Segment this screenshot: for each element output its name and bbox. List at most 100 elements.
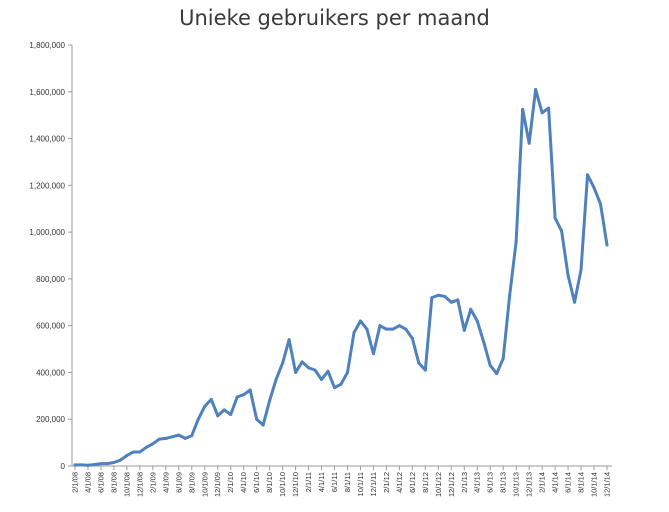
x-tick-label: 6/1/12 [408, 472, 417, 493]
x-tick-label: 8/1/13 [499, 472, 508, 493]
x-tick-label: 2/1/12 [382, 472, 391, 493]
data-point [203, 404, 207, 408]
data-point [553, 216, 557, 220]
x-tick-label: 10/1/14 [590, 472, 599, 497]
data-point [73, 463, 77, 467]
x-tick-label: 4/1/09 [161, 472, 170, 493]
y-tick-label: 400,000 [36, 368, 65, 377]
y-tick-label: 1,200,000 [29, 181, 65, 190]
data-point [294, 370, 298, 374]
data-point [586, 173, 590, 177]
data-point [436, 293, 440, 297]
x-tick-label: 12/1/14 [603, 472, 612, 497]
data-point [242, 393, 246, 397]
data-point [326, 369, 330, 373]
data-point [144, 445, 148, 449]
data-point [540, 111, 544, 115]
data-point [449, 300, 453, 304]
data-point [462, 328, 466, 332]
x-tick-label: 10/1/11 [356, 472, 365, 496]
data-point [521, 107, 525, 111]
data-point [281, 361, 285, 365]
data-point [255, 417, 259, 421]
data-point [287, 338, 291, 342]
x-tick-label: 10/1/08 [122, 472, 131, 497]
data-point [430, 296, 434, 300]
x-tick-label: 8/1/12 [421, 472, 430, 493]
data-point [300, 360, 304, 364]
x-tick-label: 2/1/10 [226, 472, 235, 493]
data-point [501, 356, 505, 360]
data-point [99, 462, 103, 466]
data-point [560, 229, 564, 233]
data-point [566, 273, 570, 277]
data-point [469, 307, 473, 311]
x-tick-label: 2/1/08 [71, 472, 80, 493]
chart-title: Unieke gebruikers per maand [179, 6, 490, 30]
data-point [79, 463, 83, 467]
y-tick-label: 1,400,000 [29, 135, 65, 144]
data-point [151, 442, 155, 446]
data-point [365, 327, 369, 331]
data-point [488, 363, 492, 367]
x-tick-label: 8/1/11 [343, 472, 352, 492]
x-tick-label: 4/1/10 [239, 472, 248, 493]
data-point [579, 268, 583, 272]
data-point [170, 435, 174, 439]
data-point [378, 324, 382, 328]
data-point [222, 408, 226, 412]
data-point [131, 450, 135, 454]
data-point [352, 331, 356, 335]
data-point [423, 368, 427, 372]
y-tick-label: 800,000 [36, 275, 65, 284]
data-point [235, 395, 239, 399]
data-point [443, 294, 447, 298]
y-tick-label: 1,000,000 [29, 228, 65, 237]
x-tick-label: 2/1/13 [460, 472, 469, 493]
data-point [125, 453, 129, 457]
x-tick-label: 8/1/10 [265, 472, 274, 493]
data-point [404, 327, 408, 331]
data-point [592, 186, 596, 190]
x-tick-label: 10/1/09 [200, 472, 209, 497]
data-point [573, 300, 577, 304]
data-point [358, 319, 362, 323]
x-tick-label: 10/1/10 [278, 472, 287, 497]
data-point [86, 463, 90, 467]
data-point [417, 361, 421, 365]
series-group [73, 87, 609, 467]
x-tick-label: 8/1/14 [577, 472, 586, 493]
x-tick-label: 8/1/08 [109, 472, 118, 493]
data-point [105, 462, 109, 466]
data-point [456, 298, 460, 302]
data-point [534, 87, 538, 91]
data-point [307, 366, 311, 370]
x-tick-label: 6/1/11 [330, 472, 339, 492]
y-tick-label: 1,800,000 [29, 41, 65, 50]
data-point [508, 293, 512, 297]
data-point [268, 399, 272, 403]
x-tick-label: 4/1/13 [473, 472, 482, 493]
data-point [495, 372, 499, 376]
x-tick-label: 6/1/14 [564, 472, 573, 493]
x-tick-label: 4/1/12 [395, 472, 404, 493]
data-point [371, 352, 375, 356]
data-point [157, 437, 161, 441]
data-point [118, 458, 122, 462]
data-point [138, 450, 142, 454]
x-tick-label: 10/1/13 [512, 472, 521, 497]
data-point [209, 397, 213, 401]
x-tick-label: 2/1/09 [148, 472, 157, 493]
x-tick-label: 6/1/13 [486, 472, 495, 493]
data-point [397, 324, 401, 328]
data-point [514, 239, 518, 243]
data-point [320, 377, 324, 381]
y-axis-ticks: 0 200,000 400,000 600,000 800,000 1,000,000 1,… [29, 41, 72, 471]
data-point [216, 414, 220, 418]
x-tick-label: 12/1/08 [135, 472, 144, 497]
x-tick-label: 6/1/10 [252, 472, 261, 493]
data-point [183, 436, 187, 440]
y-tick-label: 200,000 [36, 415, 65, 424]
data-point [475, 319, 479, 323]
